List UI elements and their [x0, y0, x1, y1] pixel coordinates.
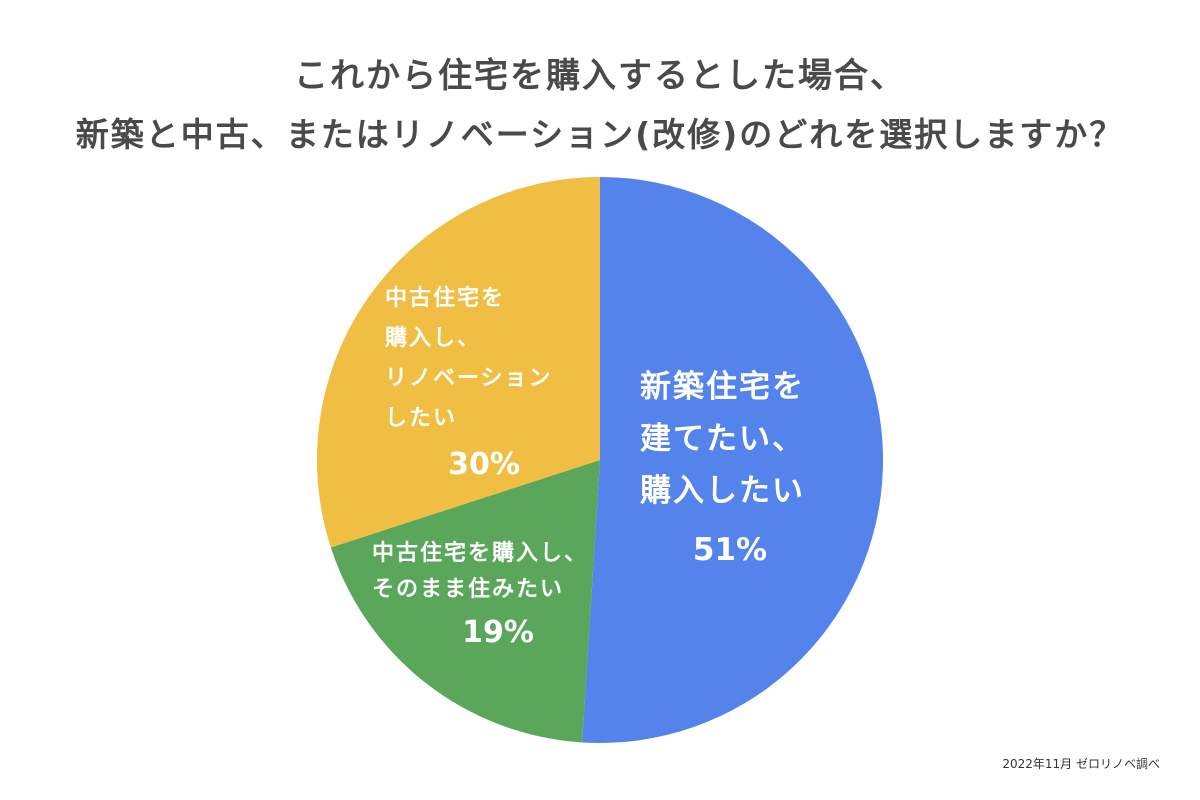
pie-slice-0 [582, 177, 884, 744]
source-note: 2022年11月 ゼロリノベ調べ [1002, 757, 1160, 771]
slice-label-2-line-3: したい [385, 406, 457, 431]
slice-value-label-2: 30% [448, 447, 520, 482]
chart-title-line-1: これから住宅を購入するとした場合、 [294, 56, 906, 96]
slice-label-0-line-0: 新築住宅を [640, 369, 805, 405]
slice-label-2-line-1: 購入し、 [385, 326, 481, 351]
slice-value-label-1: 19% [462, 615, 534, 650]
slice-label-0-line-2: 購入したい [640, 473, 805, 509]
chart-title-line-2: 新築と中古、またはリノベーション(改修)のどれを選択しますか？ [75, 115, 1125, 154]
slice-label-2-line-0: 中古住宅を [385, 285, 505, 311]
slice-label-1-line-0: 中古住宅を購入し、 [372, 540, 588, 566]
pie-slice-1 [330, 460, 600, 743]
slice-value-label-0: 51% [693, 532, 767, 568]
slice-label-0-line-1: 建てたい、 [640, 421, 805, 457]
slice-label-2-line-2: リノベーション [385, 366, 553, 391]
pie-slice-2 [316, 177, 600, 548]
slice-label-1-line-1: そのまま住みたい [372, 576, 564, 602]
